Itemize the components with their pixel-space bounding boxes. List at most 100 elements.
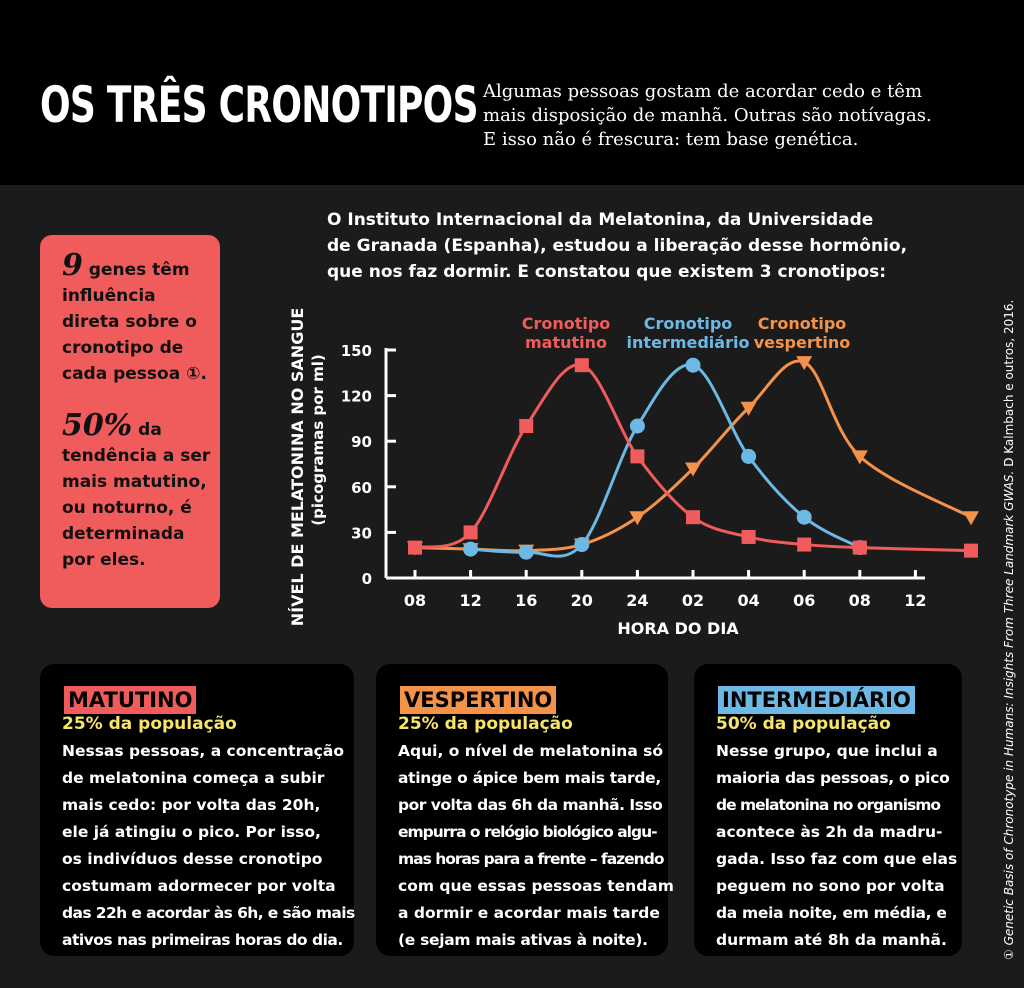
card-line: ativos nas primeiras horas do dia. xyxy=(62,931,343,949)
fact-line: determinada xyxy=(62,524,185,544)
data-point-square xyxy=(463,525,478,540)
card-body: Nesse grupo, que inclui a maioria das pe… xyxy=(716,738,957,954)
data-point-square xyxy=(630,449,645,464)
card-line: a dormir e acordar mais tarde xyxy=(398,904,660,922)
fact-line: mais matutino, xyxy=(62,472,207,492)
card-line: acontece às 2h da madru- xyxy=(716,823,943,841)
footnote-rest: D Kalmbach e outros, 2016. xyxy=(1002,299,1016,471)
x-tick-label: 08 xyxy=(849,591,871,610)
data-point-triangle xyxy=(963,511,979,526)
card-line: da meia noite, em média, e xyxy=(716,904,947,922)
fact-number: 9 xyxy=(62,248,83,283)
y-tick-label: 90 xyxy=(351,433,372,451)
fact-line: cada pessoa ①. xyxy=(62,364,207,384)
fact-line: influência xyxy=(62,286,156,306)
x-tick-label: 12 xyxy=(459,591,481,610)
x-tick-label: 16 xyxy=(515,591,537,610)
data-point-square xyxy=(408,540,422,555)
series-label: vespertino xyxy=(754,333,851,352)
footnote-marker: ① xyxy=(1002,949,1016,960)
footnote-title: Genetic Basis of Chronotype in Humans: I… xyxy=(1002,470,1016,946)
y-tick-label: 150 xyxy=(341,342,372,360)
series-label: intermediário xyxy=(627,333,750,352)
x-tick-label: 06 xyxy=(793,591,815,610)
data-point-square xyxy=(741,529,756,544)
y-axis-unit: (picogramas por ml) xyxy=(309,354,327,525)
data-point-square xyxy=(797,537,812,552)
fact-box: 9 genes têm influência direta sobre o cr… xyxy=(40,235,220,608)
card-population: 50% da população xyxy=(716,714,891,734)
card-body: Nessas pessoas, a concentração de melato… xyxy=(62,738,355,954)
data-point-triangle xyxy=(851,450,868,465)
data-point-circle xyxy=(518,544,534,560)
card-population: 25% da população xyxy=(62,714,237,734)
card-vespertino: VESPERTINO 25% da população Aqui, o níve… xyxy=(376,664,674,956)
card-line: os indivíduos desse cronotipo xyxy=(62,850,323,868)
card-line: mas horas para a frente – fazendo xyxy=(398,850,664,868)
card-line: com que essas pessoas tendam xyxy=(398,877,674,895)
fact-number: 50% xyxy=(62,408,133,443)
card-line: de melatonina começa a subir xyxy=(62,769,325,787)
y-tick-label: 120 xyxy=(341,388,372,406)
data-point-circle xyxy=(685,357,701,373)
lead-line: de Granada (Espanha), estudou a liberaçã… xyxy=(327,236,908,256)
card-line: maioria das pessoas, o pico xyxy=(716,769,950,787)
card-title: MATUTINO xyxy=(62,684,199,716)
page-title: OS TRÊS CRONOTIPOS xyxy=(40,76,479,134)
lead-line: que nos faz dormir. E constatou que exis… xyxy=(327,262,887,282)
card-line: por volta das 6h da manhã. Isso xyxy=(398,796,663,814)
fact-line: tendência a ser xyxy=(62,446,211,466)
lead-line: O Instituto Internacional da Melatonina,… xyxy=(327,210,874,230)
card-line: empurra o relógio biológico algu- xyxy=(398,823,658,841)
data-point-triangle xyxy=(685,462,701,477)
x-tick-label: 20 xyxy=(571,591,593,610)
fact-line: direta sobre o xyxy=(62,312,197,332)
data-point-triangle xyxy=(629,511,646,526)
series-line xyxy=(470,363,861,558)
footnote: ① Genetic Basis of Chronotype in Humans:… xyxy=(1002,300,1016,960)
series-line xyxy=(414,363,972,553)
data-point-circle xyxy=(741,448,757,464)
fact-line: cronotipo de xyxy=(62,338,184,358)
series-label: matutino xyxy=(525,333,607,352)
y-tick-label: 30 xyxy=(351,524,372,542)
card-matutino: MATUTINO 25% da população Nessas pessoas… xyxy=(40,664,355,956)
fact-line: ou noturno, é xyxy=(62,498,192,518)
intro-line: E isso não é frescura: tem base genética… xyxy=(483,129,859,150)
card-line: atinge o ápice bem mais tarde, xyxy=(398,769,661,787)
data-point-square xyxy=(852,540,867,555)
card-line: costumam adormecer por volta xyxy=(62,877,336,895)
fact-genes: 9 genes têm influência direta sobre o cr… xyxy=(62,251,222,387)
y-tick-label: 60 xyxy=(351,479,372,497)
series-label: Cronotipo xyxy=(758,314,847,333)
x-tick-label: 02 xyxy=(682,591,704,610)
card-line: mais cedo: por volta das 20h, xyxy=(62,796,321,814)
card-line: de melatonina no organismo xyxy=(716,796,941,814)
fact-line: por eles. xyxy=(62,550,146,570)
y-tick-label: 0 xyxy=(362,570,372,588)
data-point-circle xyxy=(574,537,590,553)
data-point-square xyxy=(519,419,534,433)
card-title: VESPERTINO xyxy=(398,684,559,716)
data-point-triangle xyxy=(796,356,813,371)
card-population: 25% da população xyxy=(398,714,573,734)
intro-line: Algumas pessoas gostam de acordar cedo e… xyxy=(483,81,923,102)
data-point-triangle xyxy=(740,401,757,416)
data-point-square xyxy=(574,358,589,373)
x-tick-label: 04 xyxy=(737,591,759,610)
series-label: Cronotipo xyxy=(522,314,611,333)
data-point-square xyxy=(964,543,978,558)
intro-text: Algumas pessoas gostam de acordar cedo e… xyxy=(483,80,983,152)
card-line: Aqui, o nível de melatonina só xyxy=(398,742,664,760)
x-tick-label: 12 xyxy=(904,591,926,610)
card-line: (e sejam mais ativas à noite). xyxy=(398,931,648,949)
fact-line: genes têm xyxy=(82,260,190,280)
lead-text: O Instituto Internacional da Melatonina,… xyxy=(327,207,907,285)
data-point-circle xyxy=(796,509,812,525)
fact-line: da xyxy=(132,420,162,440)
x-tick-label: 24 xyxy=(626,591,648,610)
data-point-square xyxy=(686,510,700,525)
card-body: Aqui, o nível de melatonina só atinge o … xyxy=(398,738,674,954)
data-point-circle xyxy=(463,541,479,557)
